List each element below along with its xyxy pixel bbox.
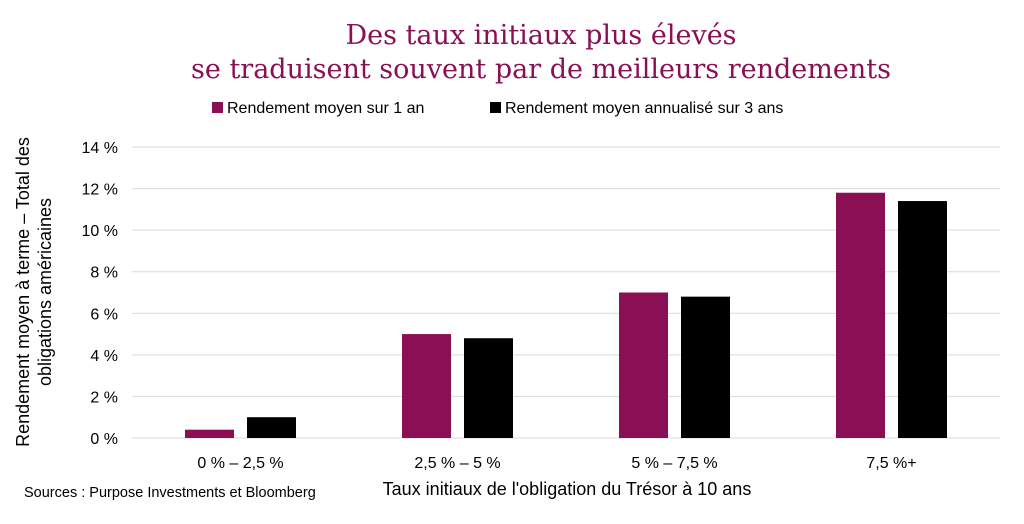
y-tick-label-4: 4 % — [90, 348, 118, 365]
bar-1-year-3 — [836, 192, 885, 438]
y-axis-label: Rendement moyen à terme – Total des obli… — [13, 137, 55, 447]
bars — [185, 192, 947, 438]
y-axis-label-line-2: obligations américaines — [35, 198, 55, 386]
y-axis-label-line-1: Rendement moyen à terme – Total des — [13, 137, 33, 447]
x-tick-label-3: 7,5 %+ — [866, 455, 916, 472]
bar-1-year-2 — [619, 292, 668, 438]
y-tick-labels: 0 % 2 % 4 % 6 % 8 % 10 % 12 % 14 % — [82, 140, 118, 448]
y-tick-label-6: 6 % — [90, 306, 118, 323]
bar-1-year-1 — [402, 334, 451, 438]
x-tick-label-0: 0 % – 2,5 % — [197, 455, 283, 472]
y-tick-label-0: 0 % — [90, 431, 118, 448]
bar-3-year-2 — [681, 296, 730, 438]
x-axis-label: Taux initiaux de l'obligation du Trésor … — [383, 479, 752, 499]
y-tick-label-14: 14 % — [82, 140, 118, 157]
x-tick-labels: 0 % – 2,5 % 2,5 % – 5 % 5 % – 7,5 % 7,5 %+ — [197, 455, 916, 472]
gridlines — [132, 146, 1000, 439]
x-tick-label-1: 2,5 % – 5 % — [414, 455, 500, 472]
bar-3-year-3 — [898, 201, 947, 438]
bar-3-year-1 — [464, 338, 513, 438]
y-tick-label-12: 12 % — [82, 182, 118, 199]
legend-label-3-year: Rendement moyen annualisé sur 3 ans — [505, 100, 783, 117]
bar-3-year-0 — [247, 417, 296, 438]
chart-title: Des taux initiaux plus élevés se traduis… — [191, 20, 891, 85]
y-tick-label-8: 8 % — [90, 265, 118, 282]
legend-swatch-3-year — [490, 102, 501, 113]
chart-title-line-1: Des taux initiaux plus élevés — [345, 20, 736, 51]
x-tick-label-2: 5 % – 7,5 % — [631, 455, 717, 472]
y-tick-label-10: 10 % — [82, 223, 118, 240]
legend-swatch-1-year — [212, 102, 223, 113]
y-tick-label-2: 2 % — [90, 389, 118, 406]
bar-1-year-0 — [185, 429, 234, 438]
legend-label-1-year: Rendement moyen sur 1 an — [227, 100, 424, 117]
chart-title-line-2: se traduisent souvent par de meilleurs r… — [191, 54, 891, 85]
source-note: Sources : Purpose Investments et Bloombe… — [24, 485, 316, 501]
legend: Rendement moyen sur 1 an Rendement moyen… — [212, 100, 783, 117]
